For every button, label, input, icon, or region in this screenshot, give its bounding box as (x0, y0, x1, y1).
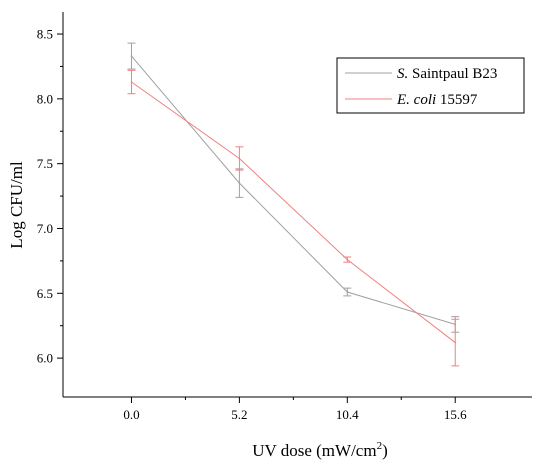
x-tick-label: 10.4 (336, 407, 359, 422)
legend-label-e-coli-italic: E. coli (396, 92, 436, 108)
axes (62, 12, 532, 398)
series-line (131, 55, 456, 325)
x-tick-label: 15.6 (444, 407, 467, 422)
y-tick-label: 6.5 (37, 286, 53, 301)
series-e-coli (127, 69, 460, 367)
data-point (454, 341, 457, 344)
x-axis-title-end: ) (382, 441, 388, 460)
data-point (130, 55, 133, 57)
x-ticks: 0.0 5.2 10.4 15.6 (123, 397, 467, 422)
y-ticks: 6.0 6.5 7.0 7.5 8.0 8.5 (37, 27, 63, 366)
y-tick-label: 7.5 (37, 156, 53, 171)
data-point (346, 258, 349, 261)
data-point (130, 81, 133, 83)
y-tick-label: 7.0 (37, 221, 53, 236)
x-axis-title-sup: 2 (377, 440, 383, 452)
data-point (238, 182, 241, 184)
legend-box (336, 57, 525, 114)
series-line (131, 81, 456, 343)
y-tick-label: 8.0 (37, 91, 53, 106)
legend-label-s-saintpaul-italic: S. (397, 66, 408, 82)
data-point (238, 157, 241, 160)
x-axis-title-main: UV dose (mW/cm (252, 441, 376, 460)
y-axis-title: Log CFU/ml (7, 161, 26, 249)
legend-label-e-coli-rest: 15597 (440, 92, 478, 108)
legend-label-s-saintpaul-rest: Saintpaul B23 (412, 66, 497, 82)
y-tick-label: 6.0 (37, 351, 53, 366)
legend: S. Saintpaul B23 E. coli 15597 (336, 57, 525, 114)
legend-label-s-saintpaul: S. Saintpaul B23 (397, 66, 497, 82)
x-tick-label: 5.2 (231, 407, 247, 422)
legend-label-e-coli: E. coli 15597 (396, 92, 478, 108)
series-layer (127, 42, 460, 367)
y-tick-label: 8.5 (37, 27, 53, 42)
data-point (346, 291, 349, 293)
x-tick-label: 0.0 (123, 407, 139, 422)
x-axis-title: UV dose (mW/cm2) (252, 440, 388, 460)
